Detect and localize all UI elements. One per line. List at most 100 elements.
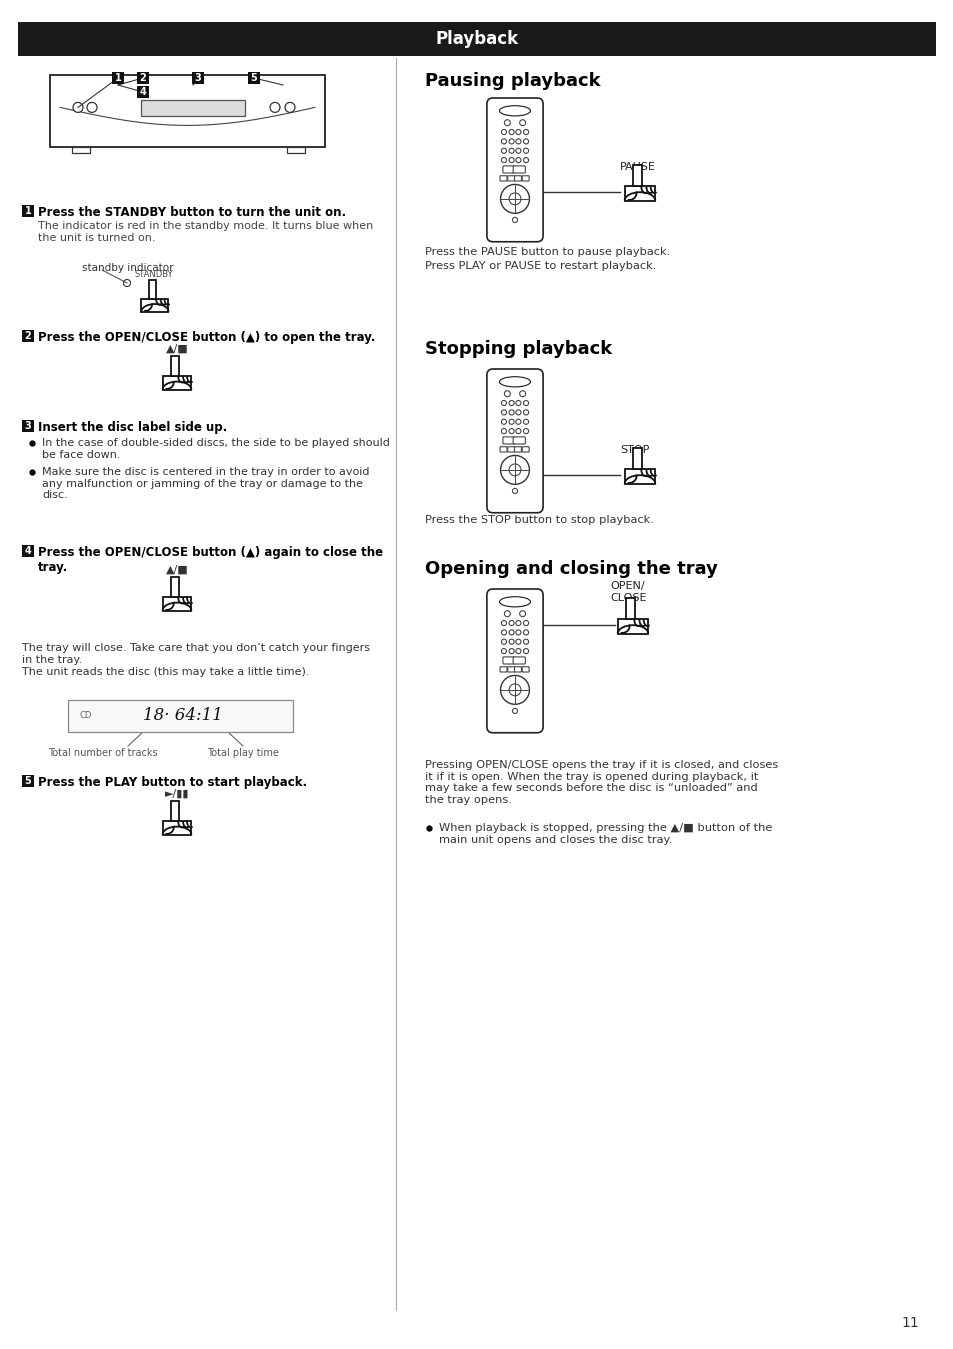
Text: 2: 2	[25, 331, 31, 341]
Circle shape	[523, 401, 528, 406]
FancyBboxPatch shape	[137, 71, 149, 84]
Circle shape	[523, 429, 528, 433]
Polygon shape	[633, 448, 641, 469]
FancyBboxPatch shape	[486, 370, 542, 513]
FancyBboxPatch shape	[71, 147, 90, 152]
Text: 4: 4	[139, 86, 146, 97]
Text: When playback is stopped, pressing the ▲/■ button of the
main unit opens and clo: When playback is stopped, pressing the ▲…	[438, 823, 772, 844]
Text: 4: 4	[25, 546, 31, 556]
Text: CD: CD	[80, 711, 92, 720]
Text: The indicator is red in the standby mode. It turns blue when
the unit is turned : The indicator is red in the standby mode…	[38, 221, 373, 243]
Polygon shape	[149, 281, 156, 298]
FancyBboxPatch shape	[141, 100, 245, 116]
FancyBboxPatch shape	[507, 175, 514, 181]
FancyBboxPatch shape	[521, 447, 529, 452]
Ellipse shape	[499, 596, 530, 607]
Circle shape	[516, 139, 520, 144]
Circle shape	[504, 391, 510, 397]
FancyBboxPatch shape	[192, 71, 204, 84]
FancyBboxPatch shape	[486, 98, 542, 241]
Circle shape	[516, 429, 520, 433]
FancyBboxPatch shape	[521, 175, 529, 181]
Polygon shape	[162, 598, 192, 611]
FancyBboxPatch shape	[513, 437, 525, 444]
Polygon shape	[162, 376, 192, 390]
FancyBboxPatch shape	[502, 657, 515, 664]
Text: 5: 5	[25, 776, 31, 786]
FancyBboxPatch shape	[502, 437, 515, 444]
Text: 1: 1	[114, 73, 121, 84]
FancyBboxPatch shape	[137, 86, 149, 98]
Text: Total number of tracks: Total number of tracks	[49, 747, 157, 758]
Circle shape	[501, 158, 506, 163]
Circle shape	[516, 158, 520, 163]
Circle shape	[501, 621, 506, 626]
Polygon shape	[171, 577, 178, 598]
Circle shape	[504, 611, 510, 616]
FancyBboxPatch shape	[22, 205, 34, 217]
Circle shape	[509, 130, 514, 135]
Circle shape	[501, 630, 506, 635]
FancyBboxPatch shape	[513, 166, 525, 173]
Circle shape	[501, 639, 506, 645]
Circle shape	[516, 630, 520, 635]
FancyBboxPatch shape	[499, 175, 506, 181]
Text: PAUSE: PAUSE	[619, 162, 655, 173]
Circle shape	[519, 120, 525, 125]
Text: ▲/■: ▲/■	[166, 344, 188, 353]
Circle shape	[509, 639, 514, 645]
Circle shape	[285, 103, 294, 112]
Circle shape	[516, 148, 520, 154]
Circle shape	[509, 649, 514, 654]
Circle shape	[516, 639, 520, 645]
Circle shape	[523, 410, 528, 415]
Circle shape	[87, 103, 97, 112]
Text: In the case of double-sided discs, the side to be played should
be face down.: In the case of double-sided discs, the s…	[42, 438, 390, 460]
Circle shape	[500, 456, 529, 484]
Text: Press the OPEN/CLOSE button (▲) again to close the
tray.: Press the OPEN/CLOSE button (▲) again to…	[38, 546, 383, 575]
Text: Playback: Playback	[435, 30, 518, 49]
Circle shape	[523, 158, 528, 163]
Text: 11: 11	[901, 1317, 918, 1330]
Circle shape	[523, 630, 528, 635]
Text: The tray will close. Take care that you don’t catch your fingers
in the tray.: The tray will close. Take care that you …	[22, 643, 370, 665]
Text: 5: 5	[251, 73, 257, 84]
Circle shape	[500, 676, 529, 704]
Text: Press the STANDBY button to turn the unit on.: Press the STANDBY button to turn the uni…	[38, 206, 346, 219]
Circle shape	[509, 410, 514, 415]
Circle shape	[523, 148, 528, 154]
Circle shape	[501, 429, 506, 433]
Text: Press the PLAY button to start playback.: Press the PLAY button to start playback.	[38, 776, 307, 789]
Text: OPEN/
CLOSE: OPEN/ CLOSE	[609, 581, 646, 603]
Circle shape	[512, 217, 517, 223]
Circle shape	[501, 401, 506, 406]
Circle shape	[509, 139, 514, 144]
FancyBboxPatch shape	[514, 175, 521, 181]
FancyBboxPatch shape	[22, 774, 34, 786]
FancyBboxPatch shape	[68, 700, 293, 733]
Polygon shape	[162, 822, 192, 835]
Circle shape	[523, 621, 528, 626]
Circle shape	[512, 488, 517, 494]
FancyBboxPatch shape	[507, 447, 514, 452]
Text: Stopping playback: Stopping playback	[424, 340, 612, 357]
Circle shape	[509, 401, 514, 406]
FancyBboxPatch shape	[499, 447, 506, 452]
FancyBboxPatch shape	[521, 666, 529, 672]
Circle shape	[523, 139, 528, 144]
Circle shape	[501, 410, 506, 415]
Text: standby indicator: standby indicator	[82, 263, 173, 272]
Circle shape	[509, 158, 514, 163]
Circle shape	[516, 401, 520, 406]
Polygon shape	[617, 619, 648, 634]
Circle shape	[500, 185, 529, 213]
Circle shape	[509, 420, 514, 425]
Ellipse shape	[499, 376, 530, 387]
FancyBboxPatch shape	[112, 71, 124, 84]
Text: Press the PAUSE button to pause playback.: Press the PAUSE button to pause playback…	[424, 247, 670, 258]
Text: 2: 2	[139, 73, 146, 84]
Text: The unit reads the disc (this may take a little time).: The unit reads the disc (this may take a…	[22, 666, 309, 677]
Text: Press the OPEN/CLOSE button (▲) to open the tray.: Press the OPEN/CLOSE button (▲) to open …	[38, 331, 375, 344]
Text: 1: 1	[25, 206, 31, 216]
Polygon shape	[171, 356, 178, 376]
